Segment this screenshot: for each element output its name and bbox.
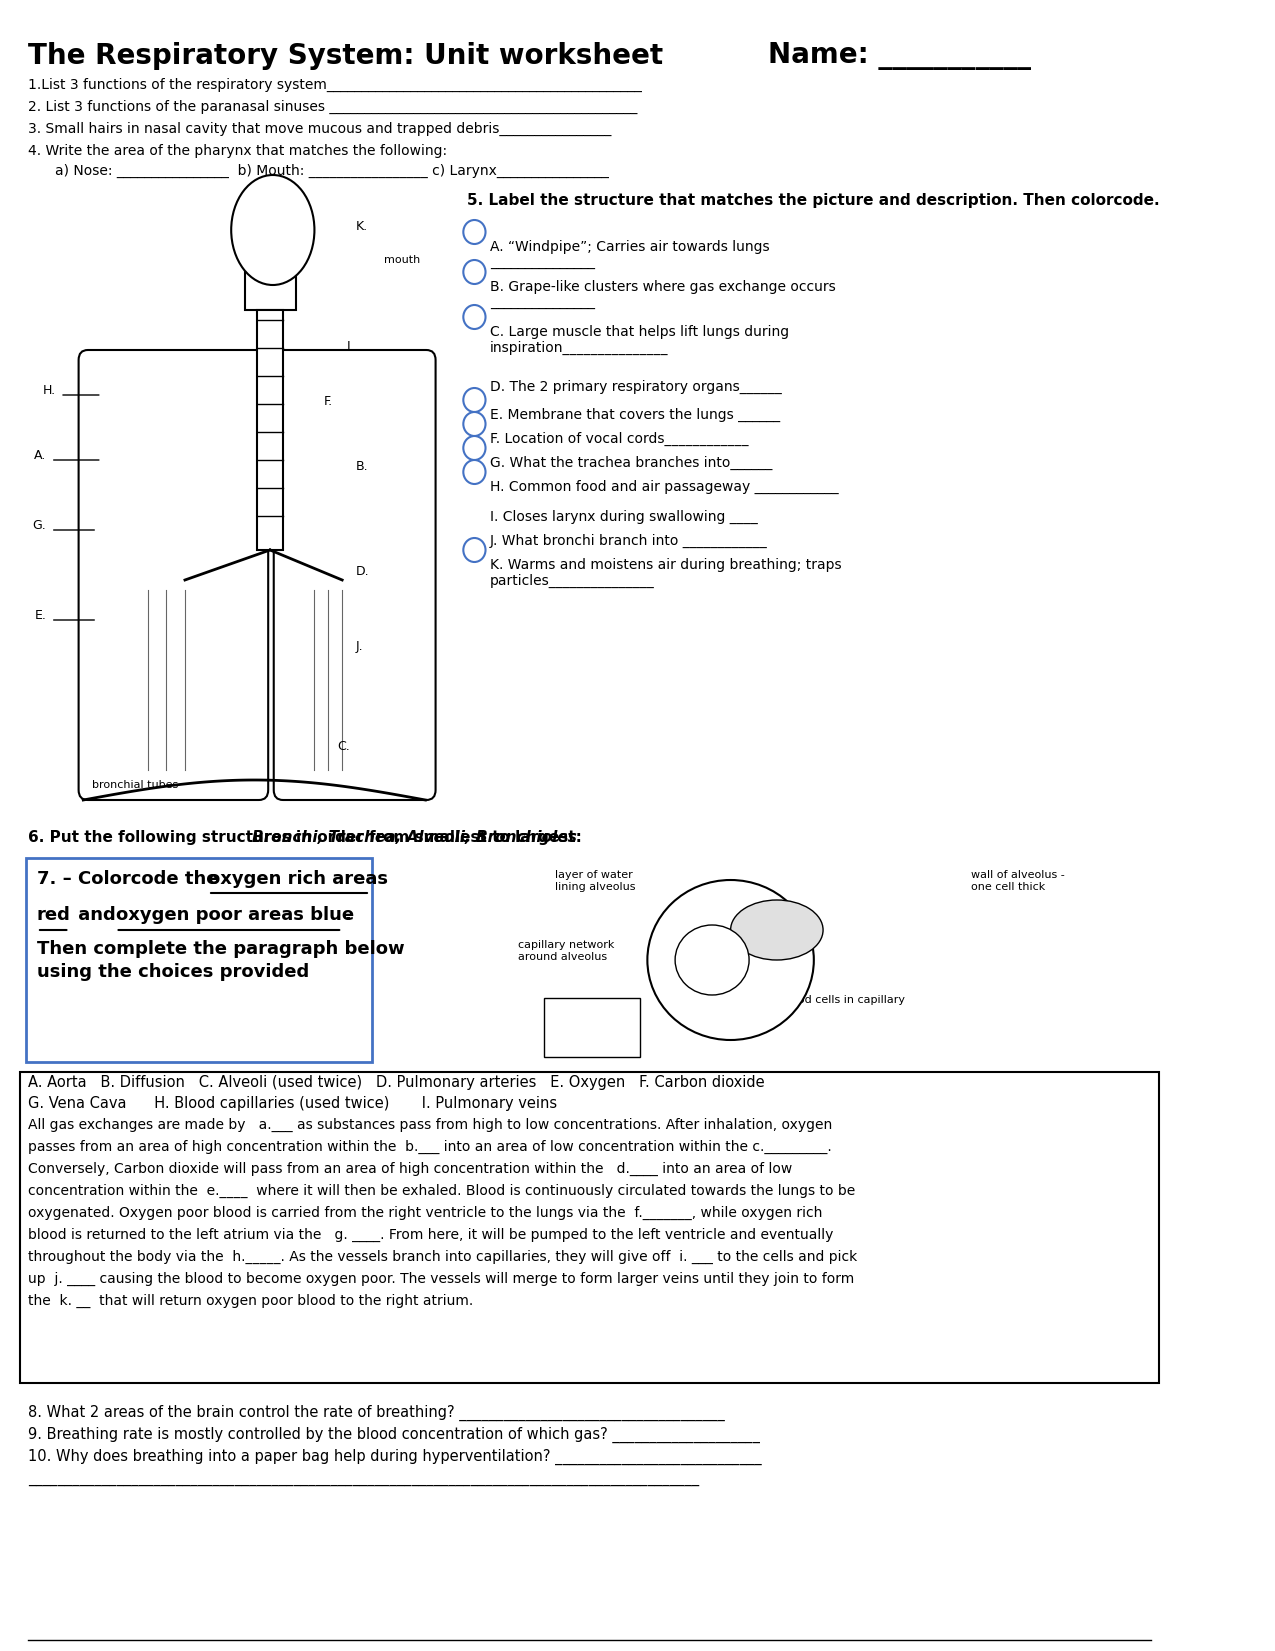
- Text: C. Large muscle that helps lift lungs during
inspiration_______________: C. Large muscle that helps lift lungs du…: [490, 325, 789, 355]
- Text: I. Closes larynx during swallowing ____: I. Closes larynx during swallowing ____: [490, 510, 757, 523]
- Text: Then complete the paragraph below: Then complete the paragraph below: [37, 939, 404, 958]
- Circle shape: [463, 436, 486, 461]
- Circle shape: [463, 259, 486, 284]
- Text: Name: ___________: Name: ___________: [768, 41, 1030, 69]
- Text: .: .: [344, 906, 351, 925]
- Text: G.: G.: [32, 518, 46, 532]
- Text: concentration within the  e.____  where it will then be exhaled. Blood is contin: concentration within the e.____ where it…: [28, 1184, 856, 1199]
- Text: oxygenated. Oxygen poor blood is carried from the right ventricle to the lungs v: oxygenated. Oxygen poor blood is carried…: [28, 1205, 822, 1220]
- Text: passes from an area of high concentration within the  b.___ into an area of low : passes from an area of high concentratio…: [28, 1139, 831, 1154]
- Circle shape: [463, 538, 486, 561]
- Text: H.: H.: [42, 383, 56, 396]
- Text: Conversely, Carbon dioxide will pass from an area of high concentration within t: Conversely, Carbon dioxide will pass fro…: [28, 1162, 792, 1176]
- Text: bronchial tubes: bronchial tubes: [93, 779, 178, 789]
- Text: 4. Write the area of the pharynx that matches the following:: 4. Write the area of the pharynx that ma…: [28, 144, 446, 158]
- Text: red: red: [37, 906, 71, 925]
- Text: J.: J.: [356, 641, 363, 654]
- Text: G. Vena Cava      H. Blood capillaries (used twice)       I. Pulmonary veins: G. Vena Cava H. Blood capillaries (used …: [28, 1096, 557, 1111]
- Circle shape: [463, 305, 486, 329]
- Text: 6. Put the following structures in order from smallest to largest:: 6. Put the following structures in order…: [28, 830, 598, 845]
- Text: wall of alveolus -
one cell thick: wall of alveolus - one cell thick: [972, 870, 1065, 892]
- Text: C.: C.: [338, 740, 351, 753]
- Circle shape: [463, 388, 486, 413]
- Text: E. Membrane that covers the lungs ______: E. Membrane that covers the lungs ______: [490, 408, 780, 423]
- Text: using the choices provided: using the choices provided: [37, 963, 310, 981]
- Text: oxygen: oxygen: [547, 1019, 588, 1029]
- Text: oxygen: oxygen: [685, 949, 731, 959]
- FancyBboxPatch shape: [26, 859, 372, 1062]
- Text: throughout the body via the  h._____. As the vessels branch into capillaries, th: throughout the body via the h._____. As …: [28, 1250, 857, 1265]
- Text: up  j. ____ causing the blood to become oxygen poor. The vessels will merge to f: up j. ____ causing the blood to become o…: [28, 1271, 854, 1286]
- Text: The Respiratory System: Unit worksheet: The Respiratory System: Unit worksheet: [28, 41, 663, 69]
- FancyBboxPatch shape: [245, 229, 296, 310]
- Text: 1.List 3 functions of the respiratory system____________________________________: 1.List 3 functions of the respiratory sy…: [28, 78, 641, 92]
- FancyBboxPatch shape: [258, 310, 283, 550]
- Text: 7. – Colorcode the: 7. – Colorcode the: [37, 870, 224, 888]
- Text: E.: E.: [34, 609, 46, 621]
- Circle shape: [463, 220, 486, 244]
- Circle shape: [463, 461, 486, 484]
- Text: layer of water
lining alveolus: layer of water lining alveolus: [555, 870, 635, 892]
- Text: I.: I.: [347, 340, 354, 353]
- Text: oxygen poor areas blue: oxygen poor areas blue: [116, 906, 353, 925]
- Ellipse shape: [674, 925, 750, 996]
- Text: mouth: mouth: [384, 254, 419, 266]
- Text: a) Nose: ________________  b) Mouth: _________________ c) Larynx________________: a) Nose: ________________ b) Mouth: ____…: [56, 163, 609, 178]
- Text: 5. Label the structure that matches the picture and description. Then colorcode.: 5. Label the structure that matches the …: [467, 193, 1160, 208]
- Text: blood is returned to the left atrium via the   g. ____. From here, it will be pu: blood is returned to the left atrium via…: [28, 1228, 833, 1242]
- Text: B.: B.: [356, 461, 368, 472]
- Text: carbon
dioxide: carbon dioxide: [717, 976, 762, 997]
- Text: D.: D.: [356, 565, 370, 578]
- Text: F.: F.: [324, 395, 333, 408]
- Ellipse shape: [648, 880, 813, 1040]
- Text: 3. Small hairs in nasal cavity that move mucous and trapped debris______________: 3. Small hairs in nasal cavity that move…: [28, 122, 611, 135]
- Text: key: key: [547, 1002, 567, 1012]
- Text: All gas exchanges are made by   a.___ as substances pass from high to low concen: All gas exchanges are made by a.___ as s…: [28, 1118, 833, 1133]
- Text: carbon dioxide: carbon dioxide: [547, 1034, 620, 1043]
- Text: A. “Windpipe”; Carries air towards lungs
_______________: A. “Windpipe”; Carries air towards lungs…: [490, 239, 770, 271]
- Text: 2. List 3 functions of the paranasal sinuses ___________________________________: 2. List 3 functions of the paranasal sin…: [28, 101, 637, 114]
- Text: 8. What 2 areas of the brain control the rate of breathing? ____________________: 8. What 2 areas of the brain control the…: [28, 1405, 724, 1422]
- Text: Bronchi, Trachea, Alveoli, Bronchioles: Bronchi, Trachea, Alveoli, Bronchioles: [251, 830, 576, 845]
- Text: blood cells in capillary: blood cells in capillary: [782, 996, 905, 1005]
- FancyBboxPatch shape: [20, 1071, 1159, 1384]
- Text: A. Aorta   B. Diffusion   C. Alveoli (used twice)   D. Pulmonary arteries   E. O: A. Aorta B. Diffusion C. Alveoli (used t…: [28, 1075, 765, 1090]
- Text: H. Common food and air passageway ____________: H. Common food and air passageway ______…: [490, 480, 839, 494]
- Ellipse shape: [231, 175, 315, 286]
- Text: and: and: [73, 906, 122, 925]
- FancyBboxPatch shape: [79, 350, 268, 801]
- Text: K. Warms and moistens air during breathing; traps
particles_______________: K. Warms and moistens air during breathi…: [490, 558, 842, 588]
- Text: ________________________________________________________________________________: ________________________________________…: [28, 1471, 699, 1486]
- Text: D. The 2 primary respiratory organs______: D. The 2 primary respiratory organs_____…: [490, 380, 782, 395]
- FancyBboxPatch shape: [274, 350, 436, 801]
- Text: F. Location of vocal cords____________: F. Location of vocal cords____________: [490, 433, 748, 446]
- Text: B. Grape-like clusters where gas exchange occurs
_______________: B. Grape-like clusters where gas exchang…: [490, 281, 836, 310]
- FancyBboxPatch shape: [543, 997, 640, 1057]
- Text: A.: A.: [34, 449, 46, 462]
- Ellipse shape: [731, 900, 824, 959]
- Circle shape: [463, 413, 486, 436]
- Text: K.: K.: [356, 220, 368, 233]
- Text: the  k. __  that will return oxygen poor blood to the right atrium.: the k. __ that will return oxygen poor b…: [28, 1294, 473, 1308]
- Text: J. What bronchi branch into ____________: J. What bronchi branch into ____________: [490, 533, 768, 548]
- Text: 9. Breathing rate is mostly controlled by the blood concentration of which gas? : 9. Breathing rate is mostly controlled b…: [28, 1426, 760, 1443]
- Text: G. What the trachea branches into______: G. What the trachea branches into______: [490, 456, 773, 471]
- FancyBboxPatch shape: [28, 185, 426, 811]
- Text: 10. Why does breathing into a paper bag help during hyperventilation? __________: 10. Why does breathing into a paper bag …: [28, 1450, 761, 1464]
- Text: oxygen rich areas: oxygen rich areas: [208, 870, 388, 888]
- Text: capillary network
around alveolus: capillary network around alveolus: [518, 939, 615, 961]
